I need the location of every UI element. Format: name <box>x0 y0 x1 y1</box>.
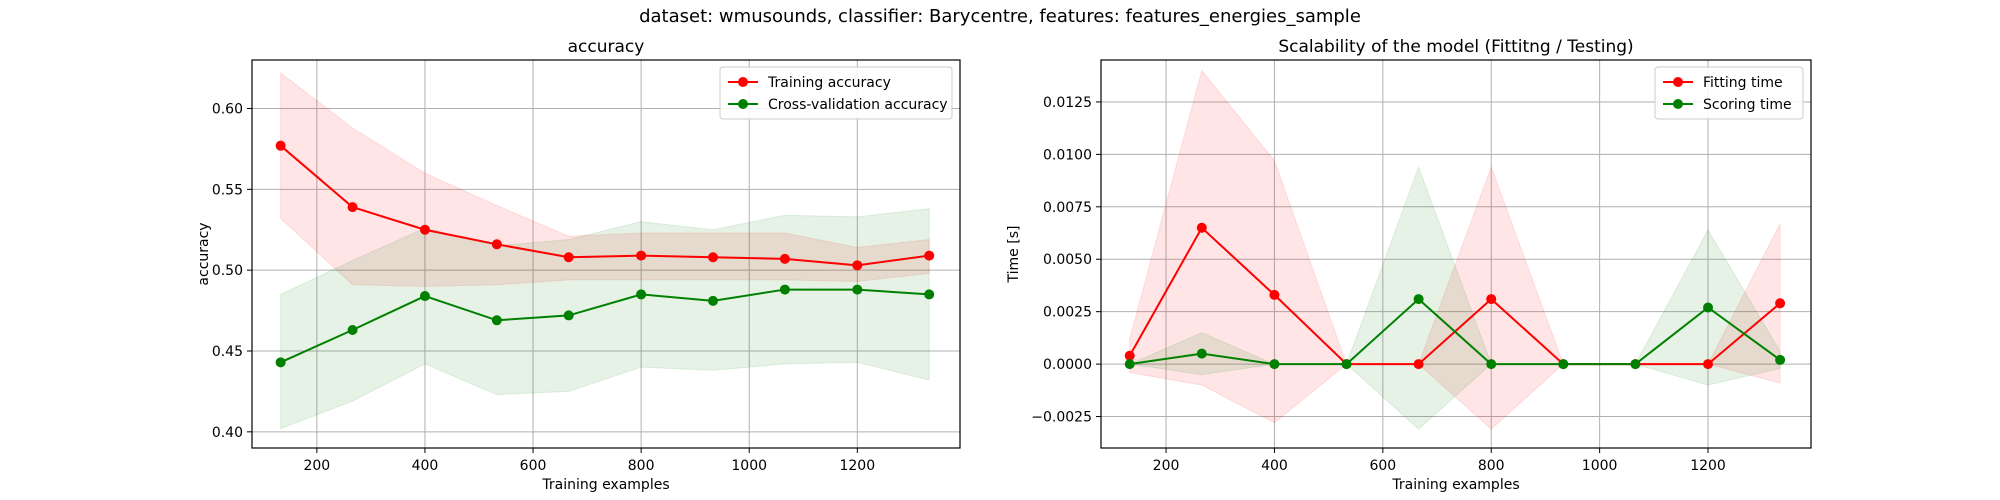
chart1-ytick-label-5: 0.0100 <box>1043 147 1092 163</box>
chart1-series-0-point-1 <box>1196 222 1207 233</box>
chart0-band-1 <box>280 208 930 430</box>
chart1-series-1-point-7 <box>1630 359 1641 370</box>
chart0-series-0-point-2 <box>419 224 430 235</box>
chart1-ytick-label-4: 0.0075 <box>1043 200 1092 216</box>
chart0-xlabel: Training examples <box>541 477 669 493</box>
chart0-series-0-point-7 <box>779 253 790 264</box>
chart0-legend-marker-1 <box>738 99 748 109</box>
chart1-series-0-point-5 <box>1486 294 1497 305</box>
chart0-xtick-label-1: 400 <box>412 458 439 474</box>
chart0-legend-box <box>719 66 953 120</box>
chart0-xtick-label-3: 800 <box>628 458 655 474</box>
chart0-series-0-point-1 <box>347 202 358 213</box>
chart0-title: accuracy <box>568 37 645 57</box>
chart1-legend-box <box>1654 66 1804 120</box>
chart0-ytick-label-0: 0.40 <box>212 425 243 441</box>
figure-suptitle: dataset: wmusounds, classifier: Barycent… <box>639 6 1361 27</box>
chart1-ytick-label-2: 0.0025 <box>1043 305 1092 321</box>
chart1-xtick-label-3: 800 <box>1478 458 1505 474</box>
chart0-series-1-point-6 <box>708 295 719 306</box>
chart0-series-line-0 <box>279 144 930 267</box>
chart0-ytick-label-4: 0.60 <box>212 102 243 118</box>
chart1-ytick-label-1: 0.0000 <box>1043 357 1092 373</box>
chart0-series-1-point-4 <box>563 310 574 321</box>
chart0-legend-label-0: Training accuracy <box>767 75 891 91</box>
chart1-axes-frame <box>1100 59 1812 449</box>
chart0-series-0-point-6 <box>708 252 719 263</box>
chart0-series-0-point-8 <box>852 260 863 271</box>
chart0-series-0-point-0 <box>275 140 286 151</box>
chart1-legend-label-1: Scoring time <box>1703 97 1792 113</box>
chart0-series-1-point-1 <box>347 324 358 335</box>
chart0-ytick-label-1: 0.45 <box>212 344 243 360</box>
chart1-series-1-point-9 <box>1775 354 1786 365</box>
chart1-series-1-point-3 <box>1341 359 1352 370</box>
chart1-xtick-label-2: 600 <box>1369 458 1396 474</box>
chart0-series-0-point-4 <box>563 252 574 263</box>
chart0-series-1-point-8 <box>852 284 863 295</box>
chart0-series-0-point-5 <box>636 250 647 261</box>
chart1-legend-marker-1 <box>1673 99 1683 109</box>
chart1-series-1-point-0 <box>1124 359 1135 370</box>
chart1-xtick-label-4: 1000 <box>1582 458 1618 474</box>
chart1-series-1-point-4 <box>1413 294 1424 305</box>
chart0-series-1-point-2 <box>419 291 430 302</box>
chart1-ytick-label-6: 0.0125 <box>1043 95 1092 111</box>
chart1-xtick-label-0: 200 <box>1153 458 1180 474</box>
chart0-ylabel: accuracy <box>196 222 212 285</box>
chart1-ytick-label-3: 0.0050 <box>1043 252 1092 268</box>
chart1-xtick-label-1: 400 <box>1261 458 1288 474</box>
chart1-series-0-point-8 <box>1703 359 1714 370</box>
chart0-legend-marker-0 <box>738 77 748 87</box>
chart1-ylabel: Time [s] <box>1006 226 1022 284</box>
chart1-legend-label-0: Fitting time <box>1703 75 1783 91</box>
chart0-ytick-label-2: 0.50 <box>212 263 243 279</box>
chart0-axes-frame <box>251 59 961 449</box>
chart0-series-1-point-3 <box>491 315 502 326</box>
chart1-title: Scalability of the model (Fittitng / Tes… <box>1278 37 1633 57</box>
chart0-series-0-point-9 <box>924 250 935 261</box>
chart0-ytick-label-3: 0.55 <box>212 182 243 198</box>
chart0-xtick-label-4: 1000 <box>731 458 767 474</box>
chart1-series-1-point-5 <box>1486 359 1497 370</box>
chart1-series-1-point-2 <box>1269 359 1280 370</box>
chart1-series-1-point-8 <box>1703 302 1714 313</box>
chart0-series-line-1 <box>280 288 930 364</box>
chart0-xtick-label-0: 200 <box>303 458 330 474</box>
chart1-series-1-point-1 <box>1196 348 1207 359</box>
chart1-xlabel: Training examples <box>1391 477 1519 493</box>
chart1-xtick-label-5: 1200 <box>1690 458 1726 474</box>
chart0-xtick-label-2: 600 <box>520 458 547 474</box>
chart1-grid <box>1101 60 1811 448</box>
chart0-series-1-point-0 <box>275 357 286 368</box>
chart0-series-1-point-5 <box>636 289 647 300</box>
chart1-series-0-point-4 <box>1413 359 1424 370</box>
chart1-series-0-point-0 <box>1124 350 1135 361</box>
chart0-legend-label-1: Cross-validation accuracy <box>768 97 948 113</box>
chart1-legend: Fitting time Scoring time <box>1654 66 1804 120</box>
chart1-series-1-point-6 <box>1558 359 1569 370</box>
chart1-series-0-point-9 <box>1775 298 1786 309</box>
chart1-ytick-label-0: −0.0025 <box>1031 410 1092 426</box>
chart0-series-1-point-9 <box>924 289 935 300</box>
chart0-series-0-point-3 <box>491 239 502 250</box>
chart1-series-line-1 <box>1129 297 1781 366</box>
chart1-legend-marker-0 <box>1673 77 1683 87</box>
chart0-xtick-label-5: 1200 <box>839 458 875 474</box>
chart0-series-1-point-7 <box>779 284 790 295</box>
chart0-legend: Training accuracy Cross-validation accura… <box>719 66 953 120</box>
chart1-series-0-point-2 <box>1269 289 1280 300</box>
